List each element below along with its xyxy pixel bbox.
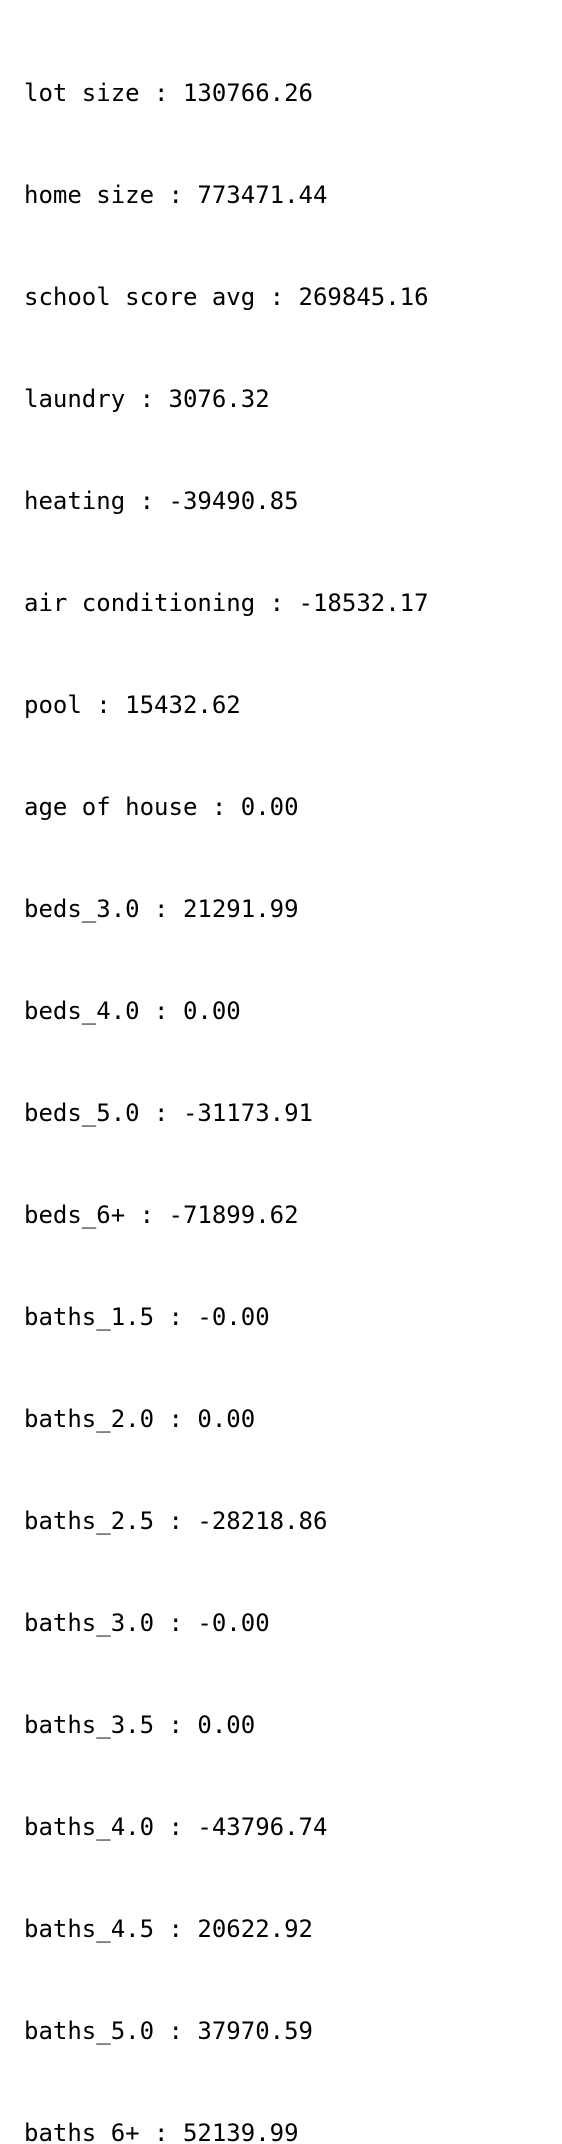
output-line: home size : 773471.44: [24, 181, 328, 209]
output-line: baths_2.5 : -28218.86: [24, 1507, 328, 1535]
output-line: beds_6+ : -71899.62: [24, 1201, 299, 1229]
output-line: school score avg : 269845.16: [24, 283, 429, 311]
output-line: baths_4.5 : 20622.92: [24, 1915, 313, 1943]
output-line: baths_3.0 : -0.00: [24, 1609, 270, 1637]
output-line: air conditioning : -18532.17: [24, 589, 429, 617]
output-line: baths_3.5 : 0.00: [24, 1711, 256, 1739]
output-line: beds_3.0 : 21291.99: [24, 895, 299, 923]
output-line: age of house : 0.00: [24, 793, 299, 821]
output-line: pool : 15432.62: [24, 691, 241, 719]
output-line: baths_4.0 : -43796.74: [24, 1813, 328, 1841]
output-line: baths_5.0 : 37970.59: [24, 2017, 313, 2045]
output-line: baths_6+ : 52139.99: [24, 2119, 299, 2144]
coefficient-output: lot size : 130766.26 home size : 773471.…: [24, 8, 457, 2144]
output-line: laundry : 3076.32: [24, 385, 270, 413]
output-line: heating : -39490.85: [24, 487, 299, 515]
output-line: baths_1.5 : -0.00: [24, 1303, 270, 1331]
output-line: beds_4.0 : 0.00: [24, 997, 241, 1025]
output-line: lot size : 130766.26: [24, 79, 313, 107]
output-line: beds_5.0 : -31173.91: [24, 1099, 313, 1127]
output-line: baths_2.0 : 0.00: [24, 1405, 256, 1433]
